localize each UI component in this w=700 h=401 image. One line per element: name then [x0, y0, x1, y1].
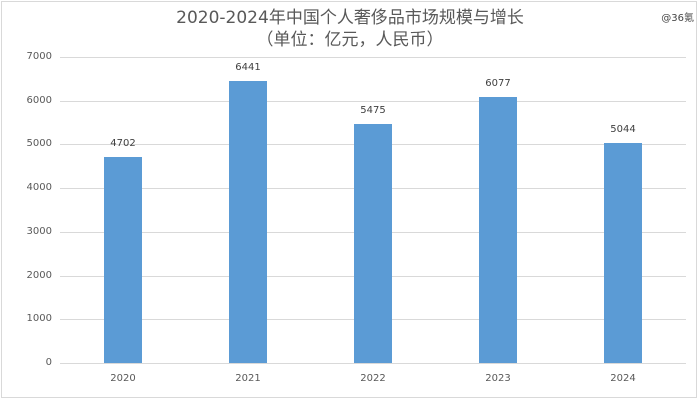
- data-label: 4702: [110, 138, 136, 149]
- data-label: 5044: [610, 124, 636, 135]
- y-tick-label: 2000: [26, 270, 52, 281]
- x-tick-label: 2020: [110, 373, 136, 384]
- gridline: [60, 101, 686, 102]
- x-tick-label: 2024: [610, 373, 636, 384]
- y-tick-label: 5000: [26, 138, 52, 149]
- bar-2024: [604, 143, 642, 363]
- data-label: 5475: [360, 105, 386, 116]
- bar-2021: [229, 81, 267, 363]
- gridline: [60, 57, 686, 58]
- bar-2022: [354, 124, 392, 363]
- y-tick-label: 4000: [26, 182, 52, 193]
- x-tick-label: 2023: [485, 373, 511, 384]
- watermark: @36氪: [661, 13, 694, 24]
- chart-title: 2020-2024年中国个人奢侈品市场规模与增长: [176, 8, 524, 28]
- gridline: [60, 363, 686, 364]
- data-label: 6441: [235, 62, 261, 73]
- x-tick-label: 2022: [360, 373, 386, 384]
- y-tick-label: 7000: [26, 51, 52, 62]
- bar-2020: [104, 157, 142, 363]
- y-tick-label: 1000: [26, 313, 52, 324]
- y-tick-label: 0: [45, 357, 52, 368]
- data-label: 6077: [485, 78, 511, 89]
- bar-2023: [479, 97, 517, 363]
- x-tick-label: 2021: [235, 373, 261, 384]
- chart-subtitle: （单位：亿元，人民币）: [256, 30, 444, 50]
- y-tick-label: 3000: [26, 226, 52, 237]
- y-tick-label: 6000: [26, 95, 52, 106]
